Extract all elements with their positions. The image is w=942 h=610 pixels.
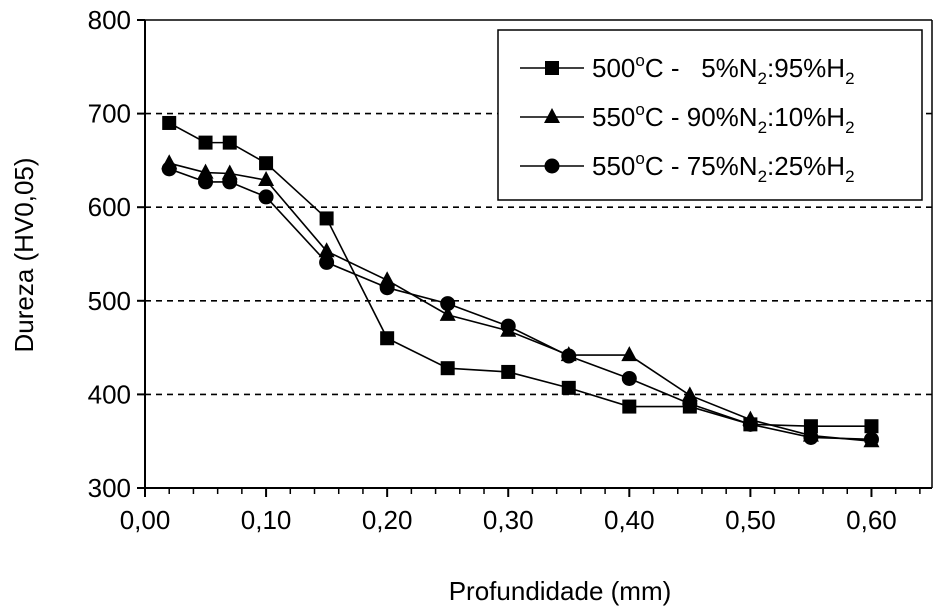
x-tick-label: 0,40 xyxy=(604,505,655,535)
legend-box xyxy=(497,29,923,201)
series-3-point xyxy=(863,431,879,447)
x-tick-label: 0,50 xyxy=(725,505,776,535)
series-2-point xyxy=(318,242,335,258)
series-2-point xyxy=(621,346,638,362)
series-1-point xyxy=(162,115,177,130)
x-tick-label: 0,20 xyxy=(362,505,413,535)
series-1-point xyxy=(259,156,274,171)
y-tick-label: 500 xyxy=(88,286,131,316)
series-1-point xyxy=(198,135,213,150)
series-1-point xyxy=(222,135,237,150)
legend-label-2: 550oC - 90%N2:10%H2 xyxy=(592,100,855,137)
series-1-point xyxy=(803,419,818,434)
series-3-point xyxy=(319,254,335,270)
y-tick-label: 300 xyxy=(88,473,131,503)
y-tick-label: 700 xyxy=(88,99,131,129)
legend-label-3: 550oC - 75%N2:25%H2 xyxy=(592,149,855,186)
series-3-point xyxy=(500,318,516,334)
series-2-point xyxy=(258,171,275,187)
series-3-point xyxy=(161,161,177,177)
series-2-line xyxy=(169,162,872,442)
series-3 xyxy=(161,161,879,447)
series-3-point xyxy=(561,348,577,364)
y-axis-title: Dureza (HV0,05) xyxy=(9,157,39,352)
legend-marker-2 xyxy=(544,108,560,123)
series-1-point xyxy=(440,361,455,376)
series-1-point xyxy=(864,419,879,434)
series-3-point xyxy=(621,370,637,386)
series-1-point xyxy=(622,399,637,414)
series-3-point xyxy=(440,296,456,312)
series-3-point xyxy=(258,189,274,205)
axes: 300 400 500 600 700 800 0,00 0,10 0,20 0,30 0,40 0,… xyxy=(88,5,933,535)
legend-marker-1 xyxy=(545,61,559,75)
series-3-point xyxy=(742,416,758,432)
legend-marker-3 xyxy=(544,158,560,174)
series-1-point xyxy=(319,211,334,226)
series-2-point xyxy=(197,163,214,179)
series-1-point xyxy=(380,331,395,346)
y-tick-label: 600 xyxy=(88,192,131,222)
x-tick-label: 0,00 xyxy=(120,505,171,535)
series-group xyxy=(161,115,880,448)
series-2-point xyxy=(439,305,456,321)
series-1-point xyxy=(501,364,516,379)
series-3-point xyxy=(682,396,698,412)
series-3-point xyxy=(803,429,819,445)
x-tick-label: 0,60 xyxy=(846,505,897,535)
y-tick-label: 800 xyxy=(88,5,131,35)
y-tick-label: 400 xyxy=(88,379,131,409)
legend-label-1: 500oC - 5%N2:95%H2 xyxy=(592,51,855,88)
series-1-point xyxy=(561,380,576,395)
series-3-point xyxy=(198,174,214,190)
legend: 500oC - 5%N2:95%H2 550oC - 90%N2:10%H2 550… xyxy=(497,29,923,201)
series-3-point xyxy=(379,280,395,296)
x-tick-label: 0,30 xyxy=(483,505,534,535)
x-axis-title: Profundidade (mm) xyxy=(449,576,672,606)
series-3-point xyxy=(222,174,238,190)
series-3-line xyxy=(168,168,872,441)
x-tick-label: 0,10 xyxy=(241,505,292,535)
